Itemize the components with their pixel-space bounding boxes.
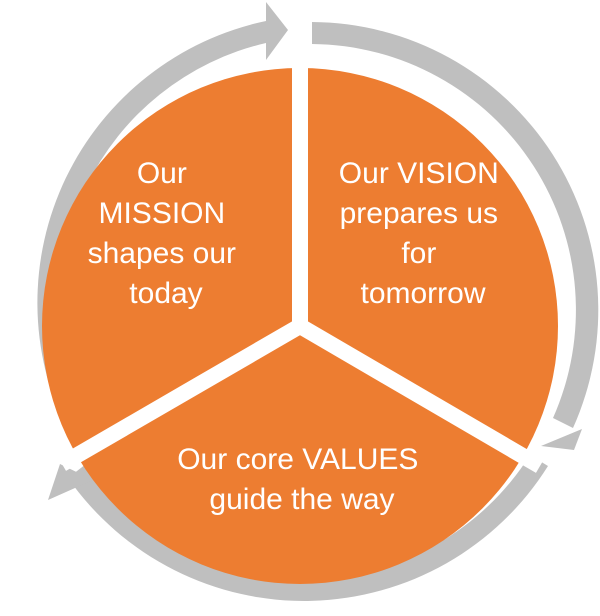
mission-label-line: MISSION: [98, 197, 225, 230]
mission-label-line: shapes our: [88, 237, 236, 270]
divider-right: [295, 319, 545, 473]
vision-label-line: tomorrow: [360, 277, 485, 310]
vision-label-line: Our VISION: [339, 157, 499, 190]
divider-left: [57, 319, 305, 471]
mission-label: Our MISSION shapes our today: [88, 157, 245, 310]
arrow-head-bottom: [48, 464, 93, 500]
mission-label-line: Our: [137, 157, 187, 190]
values-label: Our core VALUES guide the way: [177, 443, 427, 516]
arrow-head-right: [541, 429, 582, 450]
vision-label-line: prepares us: [340, 197, 498, 230]
vision-label: Our VISION prepares us for tomorrow: [339, 157, 507, 310]
mission-label-line: today: [129, 277, 202, 310]
segment-dividers: [57, 40, 545, 473]
arrow-arc-right: [312, 22, 599, 428]
vision-label-line: for: [401, 237, 436, 270]
values-label-line: Our core VALUES: [177, 443, 418, 476]
arrow-head-top: [266, 2, 288, 60]
arrow-arc-bottom: [68, 455, 548, 601]
values-label-line: guide the way: [209, 483, 394, 516]
